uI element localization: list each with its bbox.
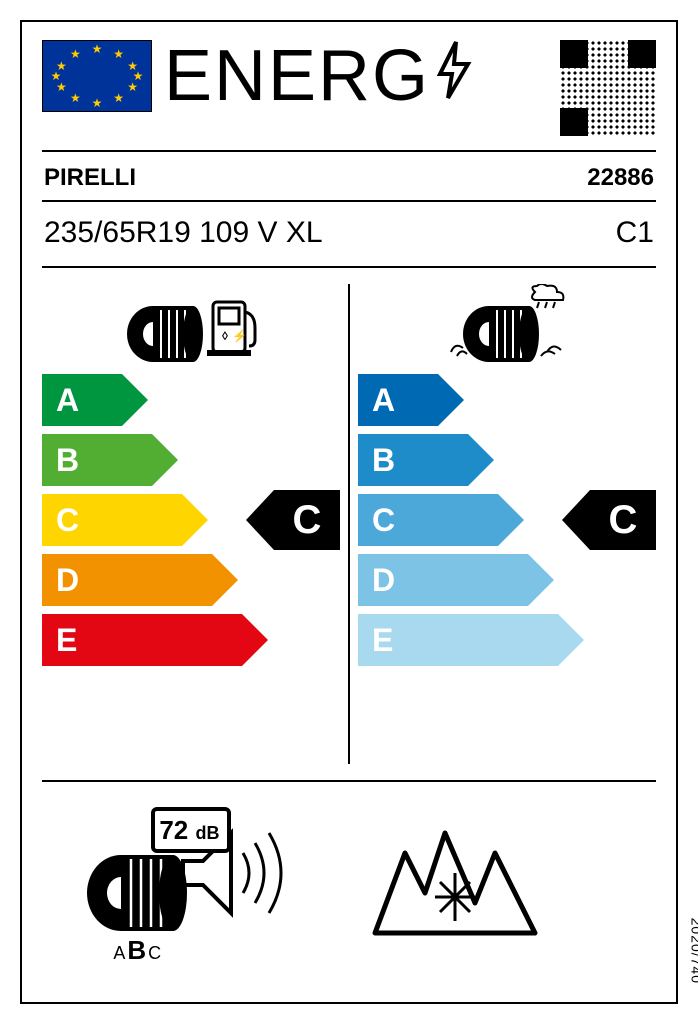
lightning-bolt-icon [434,35,474,117]
rating-bar-a: A [42,374,122,426]
regulation-number: 2020/740 [688,918,698,984]
rating-bar-e: E [42,614,242,666]
rating-bar-row: B [42,434,340,486]
wet-rating-badge: C [590,490,656,550]
qr-code-icon[interactable] [560,40,656,136]
noise-scale-letter: A [113,943,127,963]
svg-text:◊: ◊ [222,329,228,343]
energy-logo: ENERG [164,40,548,112]
noise-value-label: 72 dB [159,815,219,846]
brand-row: PIRELLI 22886 [42,160,656,196]
rating-bar-e: E [358,614,558,666]
bottom-section: 72 dB ABC [42,798,656,958]
rating-bar-letter: D [372,562,395,599]
tire-class: C1 [616,216,654,250]
rating-bar-row: D [42,554,340,606]
rating-bar-letter: E [56,622,77,659]
rating-panels: ◊ ⚡ ABCDE C [42,284,656,764]
snow-mountain-icon [365,803,545,953]
rating-bar-c: C [42,494,182,546]
rating-bar-row: A [42,374,340,426]
rating-bar-c: C [358,494,498,546]
noise-scale-letter: C [148,943,163,963]
rating-bar-letter: A [56,382,79,419]
rating-bar-row: D [358,554,656,606]
fuel-rating-letter: C [293,498,322,543]
noise-value: 72 [159,815,188,845]
fuel-efficiency-icon: ◊ ⚡ [121,284,261,364]
rating-bar-d: D [358,554,528,606]
rating-bar-letter: E [372,622,393,659]
rating-bar-d: D [42,554,212,606]
rating-bar-b: B [358,434,468,486]
rating-bar-letter: B [372,442,395,479]
fuel-rating-badge: C [274,490,340,550]
svg-text:⚡: ⚡ [232,329,247,343]
wet-grip-panel: ABCDE C [358,284,656,764]
noise-block: 72 dB ABC [73,803,333,953]
rating-bar-letter: A [372,382,395,419]
rating-bar-letter: C [372,502,395,539]
brand-name: PIRELLI [44,164,136,192]
wet-rating-letter: C [609,498,638,543]
rating-bar-row: E [42,614,340,666]
noise-scale: ABC [113,935,163,966]
tire-size: 235/65R19 109 V XL [44,216,323,250]
noise-scale-letter: B [127,935,148,965]
size-row: 235/65R19 109 V XL C1 [42,206,656,266]
rating-bar-b: B [42,434,152,486]
snow-grip-block [365,803,625,953]
rating-bar-letter: D [56,562,79,599]
rating-bar-a: A [358,374,438,426]
eu-flag-icon: ★ ★ ★ ★ ★ ★ ★ ★ ★ ★ ★ ★ [42,40,152,112]
rating-bar-letter: B [56,442,79,479]
header: ★ ★ ★ ★ ★ ★ ★ ★ ★ ★ ★ ★ ENERG [42,40,656,136]
wet-grip-icon [437,284,577,364]
rating-bar-row: B [358,434,656,486]
rating-bar-row: A [358,374,656,426]
rating-bar-letter: C [56,502,79,539]
rating-bar-row: E [358,614,656,666]
energy-logo-text: ENERG [164,35,430,117]
fuel-efficiency-panel: ◊ ⚡ ABCDE C [42,284,340,764]
article-number: 22886 [587,164,654,192]
noise-unit: dB [195,823,219,843]
